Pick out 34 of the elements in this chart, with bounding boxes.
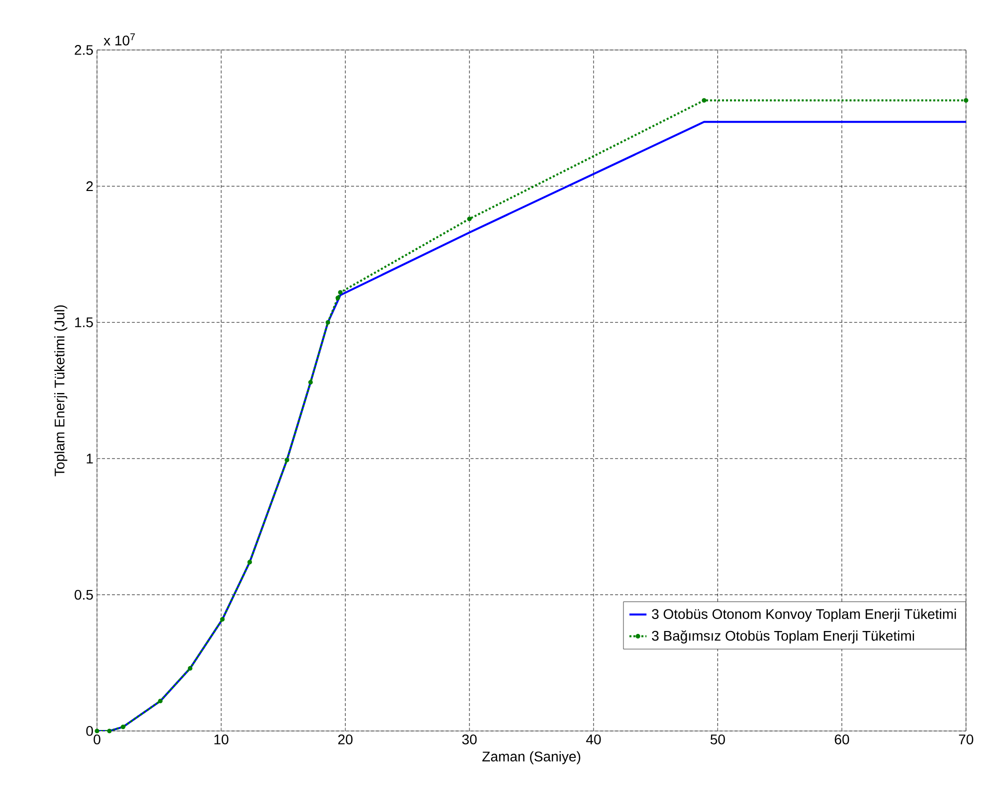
point <box>247 560 252 564</box>
x-tick-label: 50 <box>710 734 725 744</box>
y-tick-label: 2 <box>86 181 93 192</box>
x-tick-label: 20 <box>338 734 353 744</box>
y-tick-label: 1 <box>86 454 93 464</box>
y-tick-label: 2.5 <box>74 45 93 55</box>
x-tick-label: 0 <box>94 734 100 744</box>
legend-label: 3 Otobüs Otonom Konvoy Toplam Enerji Tüketimi <box>652 608 956 622</box>
point <box>964 98 968 103</box>
point <box>467 216 472 222</box>
x-tick-label: 10 <box>214 734 228 744</box>
point <box>326 320 330 325</box>
text: x 10$^{7}$ <box>104 33 135 46</box>
y-tick-label: 0.5 <box>74 590 93 600</box>
x-tick-label: 70 <box>958 734 974 744</box>
point <box>220 617 225 622</box>
x-tick-label: 60 <box>834 734 850 744</box>
y-tick-label: 1.5 <box>75 318 93 328</box>
point <box>107 728 112 734</box>
x-tick-label: 30 <box>462 734 477 744</box>
point <box>702 98 706 103</box>
x-axis-title: Zaman (Saniye) <box>482 751 580 764</box>
x-tick-label: 40 <box>586 734 601 744</box>
point <box>158 698 163 704</box>
y-tick-label: 0 <box>86 726 93 736</box>
y-axis-title: Toplam Enerji Tüketimi (Jul) <box>54 305 68 476</box>
point <box>308 380 313 385</box>
point <box>94 728 100 734</box>
point <box>338 290 343 295</box>
point <box>120 724 126 730</box>
point <box>284 458 290 462</box>
point <box>336 296 340 300</box>
point <box>188 666 192 671</box>
legend-label: 3 Bağımsız Otobüs Toplam Enerji Tüketimi <box>652 630 914 644</box>
